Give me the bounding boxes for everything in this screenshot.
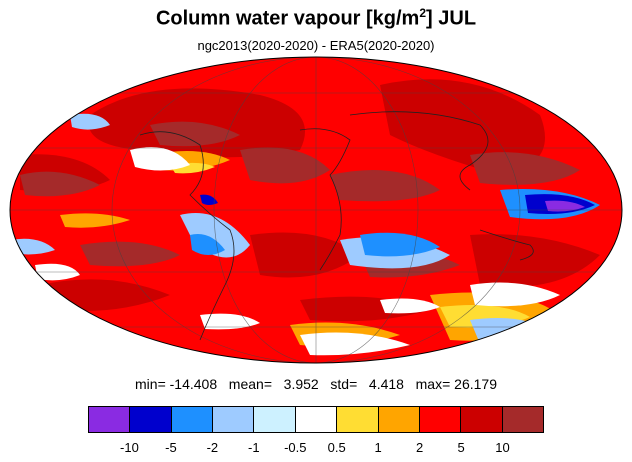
field-purple xyxy=(545,200,585,212)
colorbar-box xyxy=(254,407,296,432)
globe-outline xyxy=(9,56,623,364)
stat-std-value: 4.418 xyxy=(368,376,404,392)
colorbar-box xyxy=(171,407,214,432)
colorbar-box xyxy=(378,407,420,432)
stat-mean-value: 3.952 xyxy=(283,376,319,392)
graticule xyxy=(10,57,622,363)
statistics-line: min= -14.408 mean= 3.952 std= 4.418 max=… xyxy=(0,376,632,392)
field-white xyxy=(35,147,560,356)
stat-max-label: max= xyxy=(415,376,451,392)
colorbar-tick-label: -5 xyxy=(165,440,177,455)
colorbar-tick-label: -2 xyxy=(206,440,219,455)
colorbar-box xyxy=(130,407,172,432)
colorbar-box xyxy=(295,407,338,432)
colorbar-tick-label: -0.5 xyxy=(284,440,307,455)
stat-min-value: -14.408 xyxy=(169,376,218,392)
colorbar-tick-label: -10 xyxy=(120,440,139,455)
colorbar-box xyxy=(461,407,503,432)
colorbar-box xyxy=(419,407,462,432)
colorbar-tick-label: 10 xyxy=(495,440,510,455)
colorbar xyxy=(88,406,544,433)
map-title: Column water vapour [kg/m2] JUL xyxy=(155,6,477,30)
colorbar-tick-label: -1 xyxy=(248,440,260,455)
colorbar-tick-label: 2 xyxy=(416,440,424,455)
stat-std-label: std= xyxy=(330,376,358,392)
colorbar-box xyxy=(89,407,131,432)
colorbar-tick-label: 1 xyxy=(374,440,382,455)
mollweide-map xyxy=(9,56,623,364)
stat-min-label: min= xyxy=(135,376,166,392)
map-subtitle: ngc2013(2020-2020) - ERA5(2020-2020) xyxy=(197,38,435,53)
colorbar-box xyxy=(502,407,543,432)
colorbar-tick-label: 0.5 xyxy=(327,440,346,455)
stat-max-value: 26.179 xyxy=(454,376,497,392)
colorbar-labels: -10 -5 -2 -1 -0.5 0.5 1 2 5 10 xyxy=(88,440,544,458)
stat-mean-label: mean= xyxy=(228,376,272,392)
colorbar-box xyxy=(213,407,255,432)
colorbar-box xyxy=(337,407,379,432)
coastlines xyxy=(139,111,534,341)
colorbar-tick-label: 5 xyxy=(457,440,465,455)
